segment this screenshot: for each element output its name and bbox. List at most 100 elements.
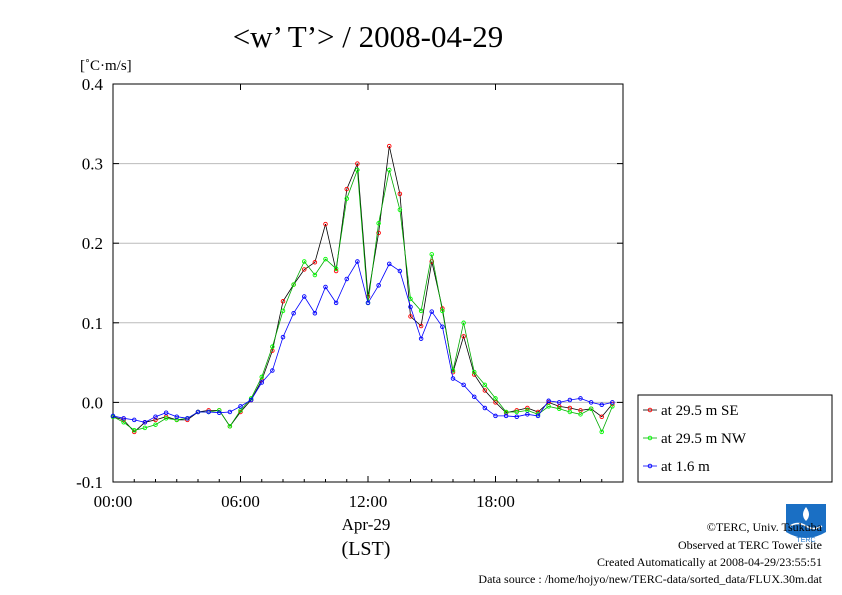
data-point <box>142 420 148 425</box>
y-axis-unit: [˚C·m/s] <box>80 58 132 74</box>
legend-label: at 29.5 m NW <box>661 431 747 447</box>
data-point <box>482 405 488 411</box>
data-point <box>461 320 466 326</box>
legend-marker <box>647 435 653 441</box>
series-2 <box>110 167 615 435</box>
legend-marker <box>647 407 653 413</box>
data-point <box>259 380 265 385</box>
data-point <box>482 388 488 393</box>
data-point <box>344 196 350 201</box>
data-point <box>216 408 222 413</box>
data-point <box>131 428 137 433</box>
data-point <box>302 259 307 264</box>
data-point <box>227 424 233 429</box>
data-point <box>302 294 307 299</box>
terc-logo-wave <box>789 522 823 530</box>
plot-frame <box>112 83 624 483</box>
series-1 <box>110 143 615 435</box>
data-point <box>216 410 222 415</box>
data-point <box>270 344 275 349</box>
data-point <box>355 259 360 264</box>
x-axis-date-label: Apr-29 <box>342 515 391 534</box>
data-point <box>248 397 254 403</box>
data-point <box>440 308 445 314</box>
data-point <box>408 304 413 310</box>
data-point <box>344 186 350 192</box>
data-point <box>312 260 318 265</box>
data-point <box>588 400 594 405</box>
series-line <box>112 169 613 433</box>
data-point <box>206 409 211 415</box>
data-point <box>610 400 615 405</box>
x-axis-label: (LST) <box>342 538 391 560</box>
data-point <box>557 400 562 405</box>
data-point <box>440 324 445 330</box>
data-point <box>121 416 126 421</box>
footer-observed: Observed at TERC Tower site <box>678 538 822 552</box>
data-point <box>365 300 371 306</box>
footer-source: Data source : /home/hojyo/new/TERC-data/… <box>478 572 822 586</box>
data-point <box>142 425 148 431</box>
data-point <box>610 401 615 407</box>
data-point <box>280 299 286 304</box>
data-point <box>397 207 403 213</box>
legend-label: at 1.6 m <box>661 459 710 475</box>
data-point <box>493 413 498 419</box>
data-point <box>461 334 466 339</box>
data-point <box>397 268 403 274</box>
data-point <box>259 374 265 380</box>
y-tick-label: 0.4 <box>82 75 104 94</box>
terc-logo-drop <box>803 507 809 521</box>
data-point <box>397 191 403 197</box>
data-point <box>472 369 477 375</box>
data-point <box>153 422 158 427</box>
data-point <box>525 412 530 417</box>
data-point <box>163 410 169 415</box>
data-point <box>110 413 116 419</box>
data-point <box>174 414 179 419</box>
data-point <box>387 143 392 149</box>
data-point <box>312 310 318 316</box>
legend-box <box>637 394 833 483</box>
data-point <box>503 413 509 419</box>
data-point <box>185 416 190 421</box>
y-tick-label: 0.0 <box>82 393 103 412</box>
data-point <box>344 276 350 282</box>
x-tick-label: 18:00 <box>476 492 515 511</box>
y-tick-label: -0.1 <box>76 473 103 492</box>
data-point <box>333 300 339 306</box>
legend-item: at 29.5 m NW <box>643 431 747 447</box>
data-point <box>153 414 158 419</box>
data-point <box>599 429 605 435</box>
legend-item: at 1.6 m <box>643 459 710 475</box>
terc-logo-text: TERC <box>796 537 815 544</box>
data-point <box>588 406 594 412</box>
data-point <box>514 414 520 419</box>
data-point <box>408 296 413 302</box>
legend-label: at 29.5 m SE <box>661 403 739 419</box>
y-tick-label: 0.1 <box>82 314 103 333</box>
series-3 <box>110 259 615 425</box>
data-point <box>270 368 275 373</box>
x-tick-label: 12:00 <box>349 492 388 511</box>
data-point <box>599 414 605 419</box>
data-point <box>131 417 137 423</box>
series-layer <box>110 143 615 435</box>
data-point <box>323 221 328 227</box>
footer-created: Created Automatically at 2008-04-29/23:5… <box>597 555 822 569</box>
data-point <box>418 308 424 314</box>
data-point <box>535 413 541 419</box>
chart-title: <w’ T’> / 2008-04-29 <box>233 19 504 54</box>
x-axis: 00:00 06:00 12:00 18:00 <box>94 84 603 511</box>
gridlines <box>113 83 623 483</box>
data-point <box>525 405 530 411</box>
y-tick-label: 0.2 <box>82 234 103 253</box>
data-point <box>418 336 424 341</box>
data-point <box>227 409 233 415</box>
x-tick-label: 06:00 <box>221 492 260 511</box>
data-point <box>376 283 381 288</box>
data-point <box>312 272 318 278</box>
data-point <box>376 221 381 226</box>
legend-marker <box>647 463 653 469</box>
